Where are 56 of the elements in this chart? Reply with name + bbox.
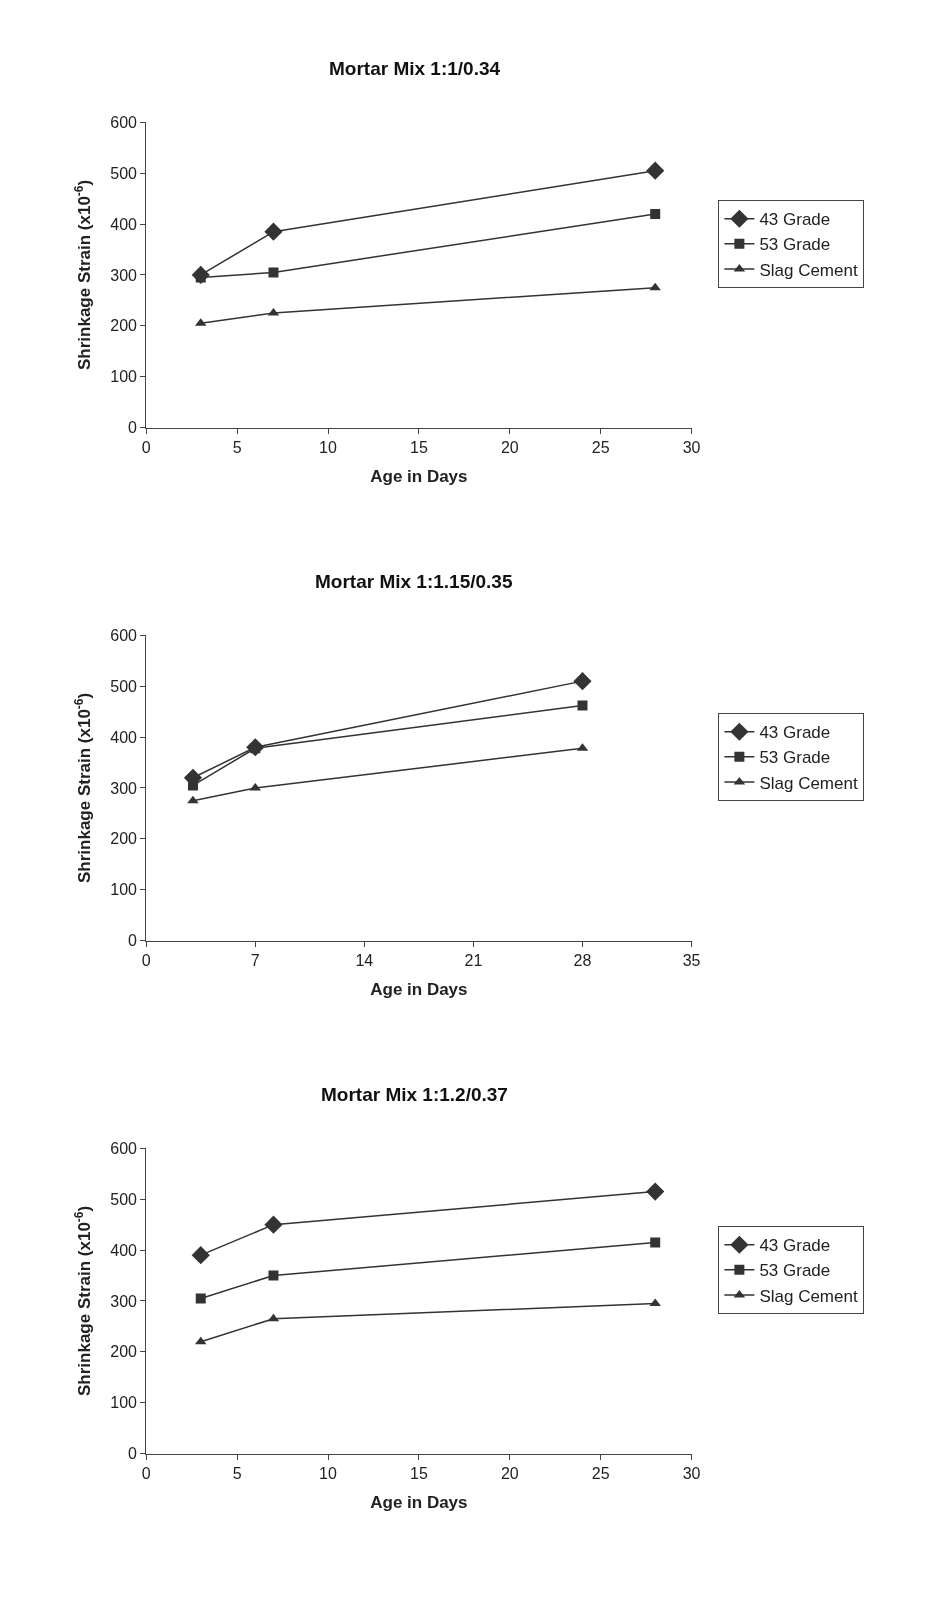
y-tick-label: 600 bbox=[110, 626, 138, 644]
y-tick-label: 600 bbox=[110, 1139, 138, 1157]
y-tick-label: 400 bbox=[110, 1241, 138, 1259]
y-tick-label: 400 bbox=[110, 215, 138, 233]
x-tick-label: 20 bbox=[500, 1464, 519, 1482]
x-tick-label: 25 bbox=[591, 1464, 610, 1482]
legend-label: 43 Grade bbox=[759, 723, 831, 743]
y-tick-label: 100 bbox=[110, 368, 138, 386]
x-tick-label: 10 bbox=[319, 438, 337, 456]
y-tick-label: 300 bbox=[110, 779, 138, 797]
legend-label: 43 Grade bbox=[759, 1236, 831, 1256]
x-tick-label: 15 bbox=[409, 438, 428, 456]
y-tick-label: 0 bbox=[128, 419, 138, 437]
y-tick-label: 500 bbox=[110, 1190, 138, 1208]
legend-label: Slag Cement bbox=[759, 773, 858, 793]
x-tick-label: 15 bbox=[409, 1464, 428, 1482]
legend-label: 53 Grade bbox=[759, 1261, 831, 1281]
chart-title: Mortar Mix 1:1/0.34 bbox=[329, 58, 501, 79]
chart-title: Mortar Mix 1:1.2/0.37 bbox=[321, 1084, 508, 1105]
x-tick-label: 28 bbox=[573, 951, 592, 969]
x-tick-label: 30 bbox=[682, 438, 701, 456]
x-tick-label: 21 bbox=[464, 951, 483, 969]
x-tick-label: 0 bbox=[141, 1464, 151, 1482]
y-tick-label: 200 bbox=[110, 830, 138, 848]
y-tick-label: 0 bbox=[128, 932, 138, 950]
y-tick-label: 200 bbox=[110, 1343, 138, 1361]
y-tick-label: 300 bbox=[110, 266, 138, 284]
x-tick-label: 5 bbox=[232, 1464, 242, 1482]
x-axis-title: Age in Days bbox=[370, 467, 468, 487]
x-tick-label: 30 bbox=[682, 1464, 701, 1482]
y-tick-label: 600 bbox=[110, 113, 138, 131]
legend-label: 43 Grade bbox=[759, 210, 831, 230]
x-axis-title: Age in Days bbox=[370, 1493, 468, 1513]
y-tick-label: 200 bbox=[110, 317, 138, 335]
x-tick-label: 7 bbox=[250, 951, 260, 969]
y-tick-label: 500 bbox=[110, 164, 138, 182]
x-tick-label: 0 bbox=[141, 438, 151, 456]
x-tick-label: 35 bbox=[682, 951, 701, 969]
x-tick-label: 10 bbox=[319, 1464, 337, 1482]
y-tick-label: 100 bbox=[110, 1394, 138, 1412]
legend-label: Slag Cement bbox=[759, 260, 858, 280]
y-tick-label: 300 bbox=[110, 1292, 138, 1310]
x-tick-label: 5 bbox=[232, 438, 242, 456]
x-tick-label: 20 bbox=[500, 438, 519, 456]
legend-label: 53 Grade bbox=[759, 235, 831, 255]
legend-label: 53 Grade bbox=[759, 748, 831, 768]
x-tick-label: 14 bbox=[355, 951, 374, 969]
y-tick-label: 500 bbox=[110, 677, 138, 695]
x-tick-label: 0 bbox=[141, 951, 151, 969]
chart-title: Mortar Mix 1:1.15/0.35 bbox=[315, 571, 513, 592]
y-tick-label: 100 bbox=[110, 881, 138, 899]
x-tick-label: 25 bbox=[591, 438, 610, 456]
y-tick-label: 0 bbox=[128, 1445, 138, 1463]
y-tick-label: 400 bbox=[110, 728, 138, 746]
x-axis-title: Age in Days bbox=[370, 980, 468, 1000]
legend-label: Slag Cement bbox=[759, 1286, 858, 1306]
